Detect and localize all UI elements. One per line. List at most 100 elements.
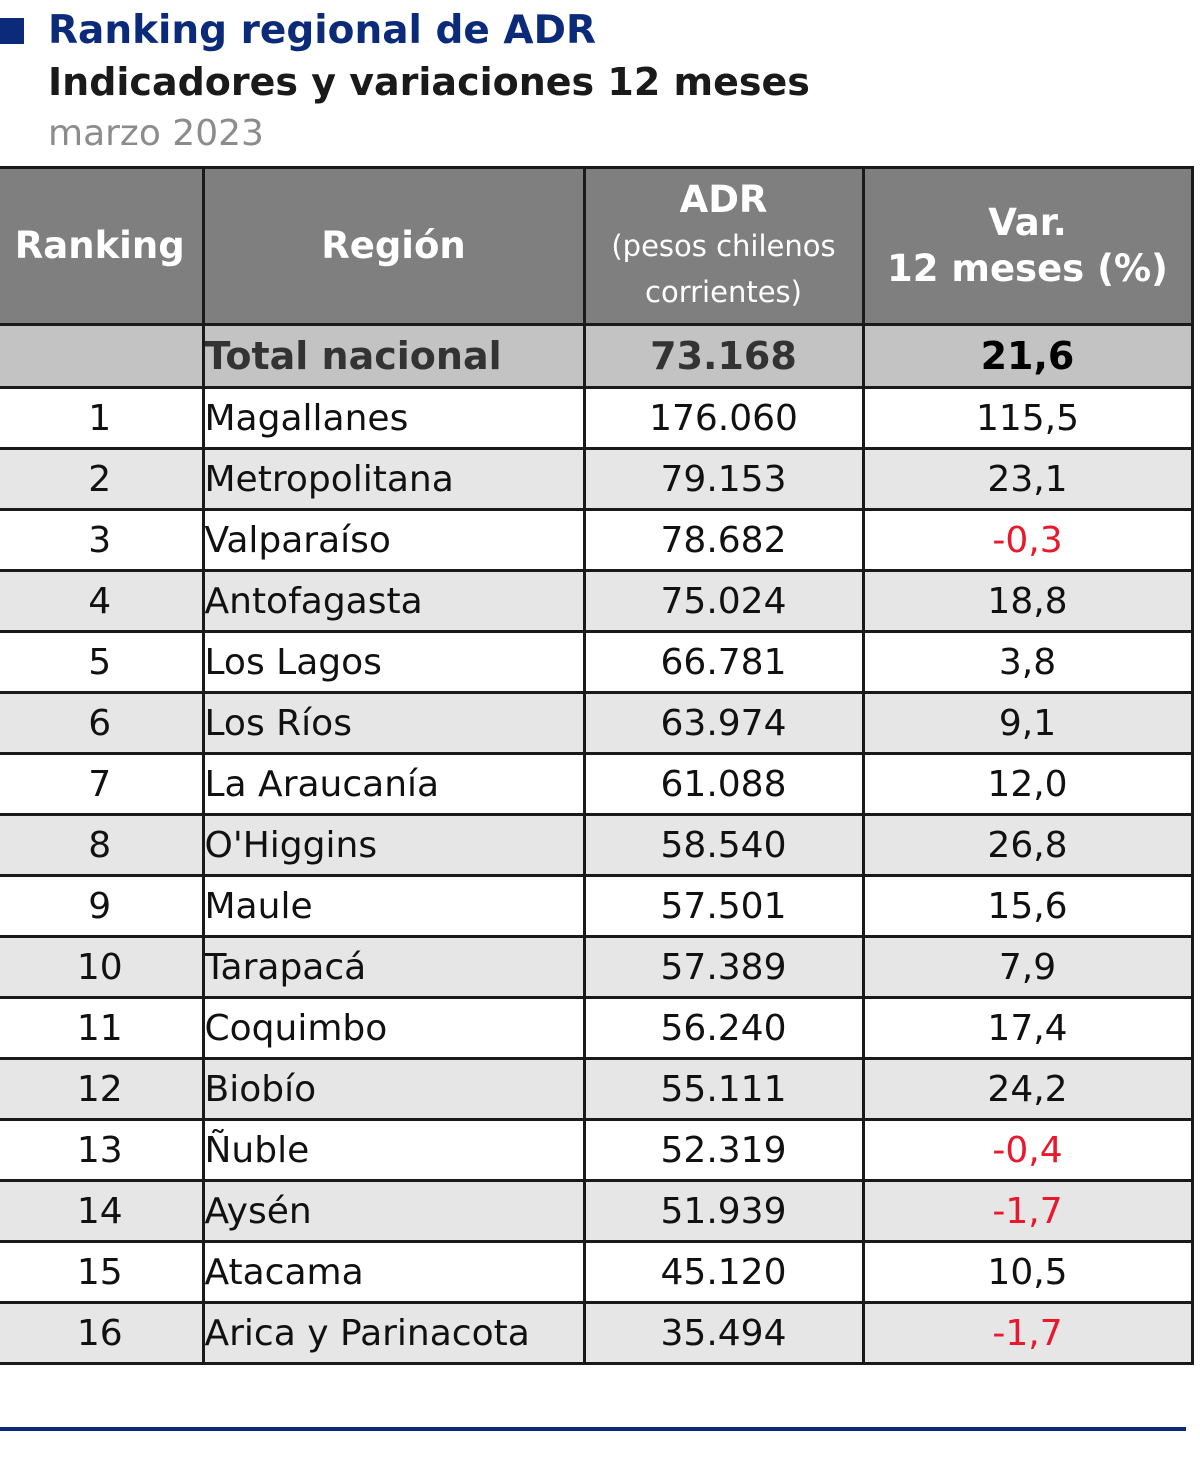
table-row: 16 Arica y Parinacota 35.494 -1,7	[0, 1301, 1194, 1365]
header-region-label: Región	[321, 224, 466, 267]
table-row: 5 Los Lagos 66.781 3,8	[0, 630, 1194, 694]
total-row: Total nacional 73.168 21,6	[0, 323, 1194, 389]
region-cell: Biobío	[201, 1057, 586, 1121]
variation-cell: 115,5	[861, 386, 1194, 450]
table-total: Total nacional 73.168 21,6	[0, 323, 1194, 389]
region-cell: Coquimbo	[201, 996, 586, 1060]
table-row: 12 Biobío 55.111 24,2	[0, 1057, 1194, 1121]
variation-cell: -1,7	[861, 1179, 1194, 1243]
variation-cell: -0,4	[861, 1118, 1194, 1182]
adr-cell: 35.494	[582, 1301, 865, 1365]
table-row: 8 O'Higgins 58.540 26,8	[0, 813, 1194, 877]
header-row: Ranking Región ADR (pesos chilenos corri…	[0, 166, 1194, 326]
table-row: 4 Antofagasta 75.024 18,8	[0, 569, 1194, 633]
adr-cell: 45.120	[582, 1240, 865, 1304]
adr-cell: 176.060	[582, 386, 865, 450]
rank-cell: 8	[0, 813, 205, 877]
header-region: Región	[201, 166, 586, 326]
header-ranking: Ranking	[0, 166, 205, 326]
variation-cell: 24,2	[861, 1057, 1194, 1121]
table-row: 7 La Araucanía 61.088 12,0	[0, 752, 1194, 816]
table-title: Ranking regional de ADR	[48, 8, 596, 53]
adr-cell: 51.939	[582, 1179, 865, 1243]
adr-cell: 55.111	[582, 1057, 865, 1121]
adr-cell: 75.024	[582, 569, 865, 633]
rank-cell: 11	[0, 996, 205, 1060]
variation-cell: 17,4	[861, 996, 1194, 1060]
adr-cell: 56.240	[582, 996, 865, 1060]
ranking-table: Ranking Región ADR (pesos chilenos corri…	[0, 166, 1194, 1365]
region-cell: Atacama	[201, 1240, 586, 1304]
variation-cell: 15,6	[861, 874, 1194, 938]
variation-cell: 12,0	[861, 752, 1194, 816]
header-adr-label: ADR	[679, 178, 768, 221]
table-header: Ranking Región ADR (pesos chilenos corri…	[0, 166, 1194, 326]
header-adr-unit-line-2: corrientes)	[645, 275, 802, 309]
bottom-rule	[0, 1427, 1186, 1431]
title-block: Ranking regional de ADR Indicadores y va…	[0, 0, 1200, 165]
table-period: marzo 2023	[48, 113, 264, 154]
rank-cell: 3	[0, 508, 205, 572]
rank-cell: 13	[0, 1118, 205, 1182]
total-region: Total nacional	[201, 323, 586, 389]
region-cell: Arica y Parinacota	[201, 1301, 586, 1365]
table-subtitle: Indicadores y variaciones 12 meses	[48, 60, 810, 104]
header-adr: ADR (pesos chilenos corrientes)	[582, 166, 865, 326]
header-ranking-label: Ranking	[14, 224, 185, 267]
variation-cell: 3,8	[861, 630, 1194, 694]
adr-cell: 63.974	[582, 691, 865, 755]
variation-cell: 7,9	[861, 935, 1194, 999]
header-adr-unit-line-1: (pesos chilenos	[611, 229, 836, 263]
table-body: 1 Magallanes 176.060 115,5 2 Metropolitana 79.…	[0, 386, 1194, 1365]
header-variation-line-2: 12 meses (%)	[887, 247, 1168, 290]
region-cell: Maule	[201, 874, 586, 938]
table-row: 2 Metropolitana 79.153 23,1	[0, 447, 1194, 511]
adr-cell: 66.781	[582, 630, 865, 694]
variation-cell: 26,8	[861, 813, 1194, 877]
header-variation-line-1: Var.	[988, 201, 1067, 244]
region-cell: Magallanes	[201, 386, 586, 450]
rank-cell: 12	[0, 1057, 205, 1121]
rank-cell: 2	[0, 447, 205, 511]
header-variation: Var. 12 meses (%)	[861, 166, 1194, 326]
rank-cell: 5	[0, 630, 205, 694]
table-row: 6 Los Ríos 63.974 9,1	[0, 691, 1194, 755]
region-cell: La Araucanía	[201, 752, 586, 816]
rank-cell: 10	[0, 935, 205, 999]
region-cell: Aysén	[201, 1179, 586, 1243]
table-row: 15 Atacama 45.120 10,5	[0, 1240, 1194, 1304]
adr-cell: 78.682	[582, 508, 865, 572]
region-cell: Antofagasta	[201, 569, 586, 633]
region-cell: O'Higgins	[201, 813, 586, 877]
region-cell: Valparaíso	[201, 508, 586, 572]
table-row: 10 Tarapacá 57.389 7,9	[0, 935, 1194, 999]
rank-cell: 14	[0, 1179, 205, 1243]
adr-cell: 52.319	[582, 1118, 865, 1182]
total-adr: 73.168	[582, 323, 865, 389]
variation-cell: 18,8	[861, 569, 1194, 633]
rank-cell: 4	[0, 569, 205, 633]
region-cell: Tarapacá	[201, 935, 586, 999]
variation-cell: 9,1	[861, 691, 1194, 755]
rank-cell: 1	[0, 386, 205, 450]
adr-cell: 61.088	[582, 752, 865, 816]
table-row: 11 Coquimbo 56.240 17,4	[0, 996, 1194, 1060]
table-row: 1 Magallanes 176.060 115,5	[0, 386, 1194, 450]
region-cell: Metropolitana	[201, 447, 586, 511]
variation-cell: 23,1	[861, 447, 1194, 511]
rank-cell: 7	[0, 752, 205, 816]
region-cell: Ñuble	[201, 1118, 586, 1182]
rank-cell: 6	[0, 691, 205, 755]
adr-cell: 57.501	[582, 874, 865, 938]
table-row: 14 Aysén 51.939 -1,7	[0, 1179, 1194, 1243]
table-row: 3 Valparaíso 78.682 -0,3	[0, 508, 1194, 572]
variation-cell: 10,5	[861, 1240, 1194, 1304]
rank-cell: 16	[0, 1301, 205, 1365]
region-cell: Los Ríos	[201, 691, 586, 755]
adr-cell: 58.540	[582, 813, 865, 877]
variation-cell: -0,3	[861, 508, 1194, 572]
variation-cell: -1,7	[861, 1301, 1194, 1365]
square-bullet-icon	[0, 18, 24, 44]
total-variation: 21,6	[861, 323, 1194, 389]
table-row: 13 Ñuble 52.319 -0,4	[0, 1118, 1194, 1182]
